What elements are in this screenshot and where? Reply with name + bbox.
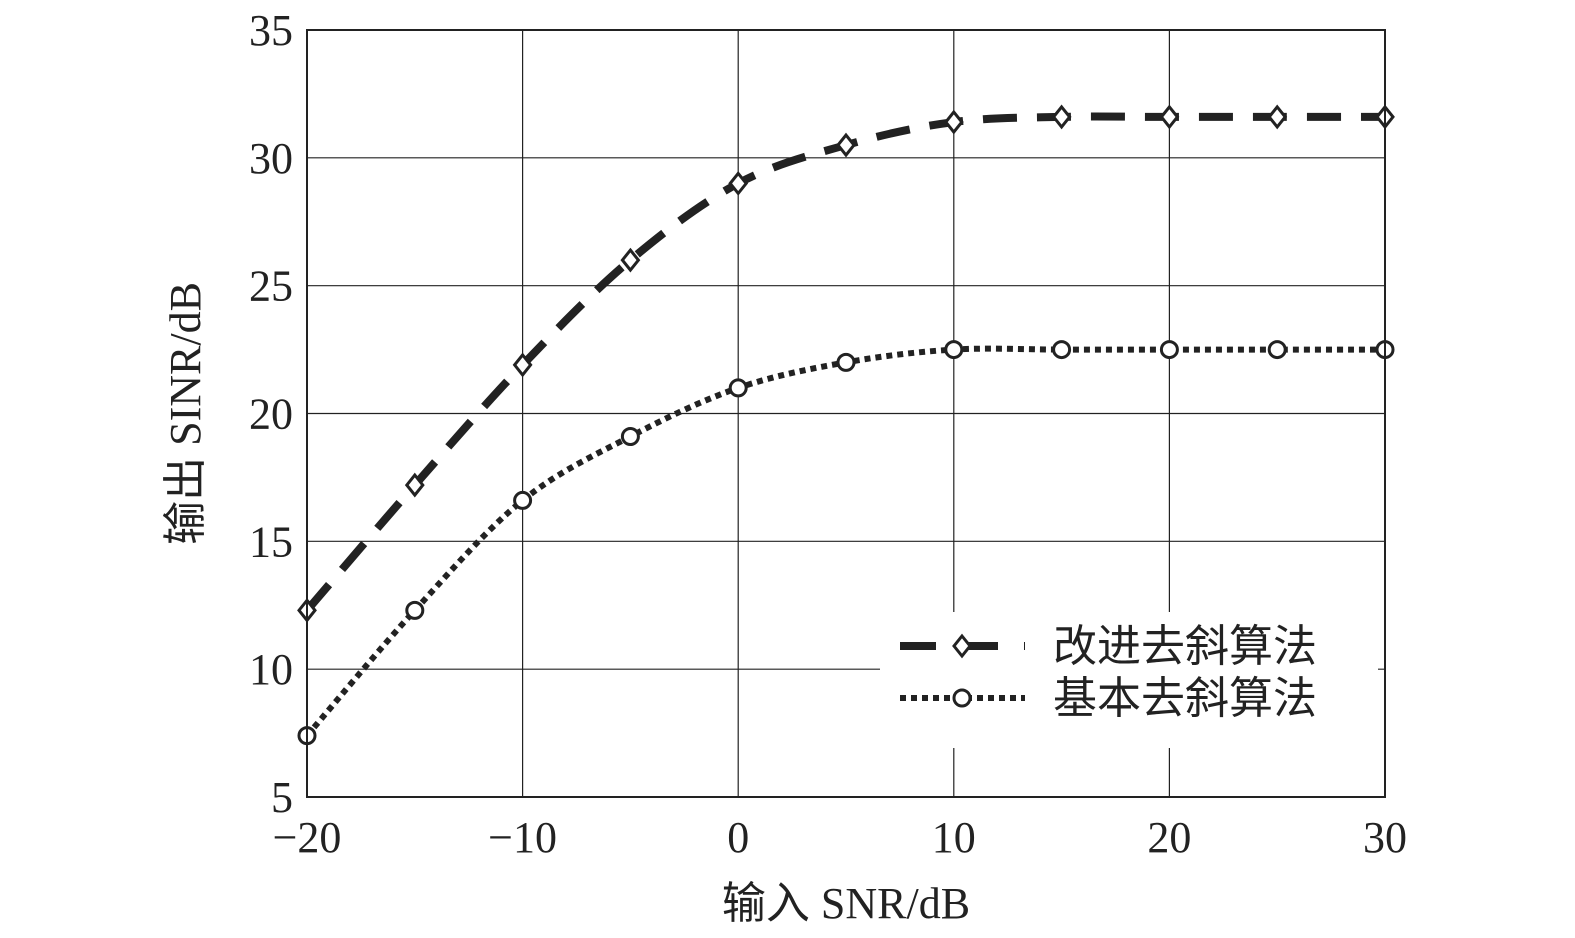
legend-swatch-marker bbox=[952, 633, 972, 659]
series-2-point bbox=[513, 490, 533, 510]
series-2 bbox=[297, 340, 1395, 746]
legend-item-1: 改进去斜算法 bbox=[900, 622, 1317, 671]
series-2-point bbox=[405, 600, 425, 620]
series-1-point bbox=[1267, 104, 1288, 130]
series-2-point bbox=[620, 427, 640, 447]
y-tick-label: 5 bbox=[271, 773, 293, 822]
x-tick-label: 30 bbox=[1363, 813, 1407, 862]
series-2-point bbox=[944, 340, 964, 360]
series-2-point bbox=[728, 378, 748, 398]
y-tick-label: 25 bbox=[249, 262, 293, 311]
series-1-point bbox=[512, 352, 533, 378]
series-1-point bbox=[620, 247, 641, 273]
series-1-point bbox=[728, 170, 749, 196]
tick-labels: −20 −10 0 10 20 30 5 10 15 20 25 30 35 bbox=[249, 6, 1407, 862]
series-2-point bbox=[1267, 340, 1287, 360]
x-tick-label: 20 bbox=[1147, 813, 1191, 862]
series-1-point bbox=[836, 132, 856, 158]
series-1-point bbox=[943, 109, 964, 135]
y-tick-label: 30 bbox=[249, 134, 293, 183]
y-tick-label: 20 bbox=[249, 390, 293, 439]
x-tick-label: −20 bbox=[273, 813, 342, 862]
series-2-line bbox=[304, 345, 1385, 738]
series-2-point bbox=[836, 352, 856, 372]
legend-label: 基本去斜算法 bbox=[1053, 674, 1317, 723]
legend-label: 改进去斜算法 bbox=[1053, 622, 1317, 671]
series-layer bbox=[297, 104, 1395, 746]
y-tick-label: 10 bbox=[249, 645, 293, 694]
y-tick-label: 35 bbox=[249, 6, 293, 55]
legend-item-2: 基本去斜算法 bbox=[900, 674, 1317, 723]
y-tick-label: 15 bbox=[249, 517, 293, 566]
legend-box bbox=[880, 612, 1378, 748]
x-tick-label: −10 bbox=[488, 813, 557, 862]
series-1 bbox=[297, 104, 1395, 623]
x-tick-label: 0 bbox=[727, 813, 749, 862]
plot-frame bbox=[306, 29, 1386, 798]
legend-swatch-marker bbox=[952, 688, 972, 708]
series-2-point bbox=[1159, 340, 1179, 360]
x-axis-title: 输入 SNR/dB bbox=[722, 879, 970, 928]
x-tick-label: 10 bbox=[932, 813, 976, 862]
series-1-point bbox=[404, 472, 425, 498]
y-axis-title: 输出 SINR/dB bbox=[161, 282, 210, 545]
series-1-point bbox=[1159, 104, 1180, 130]
series-1-point bbox=[1051, 104, 1072, 130]
series-2-point bbox=[1052, 340, 1072, 360]
